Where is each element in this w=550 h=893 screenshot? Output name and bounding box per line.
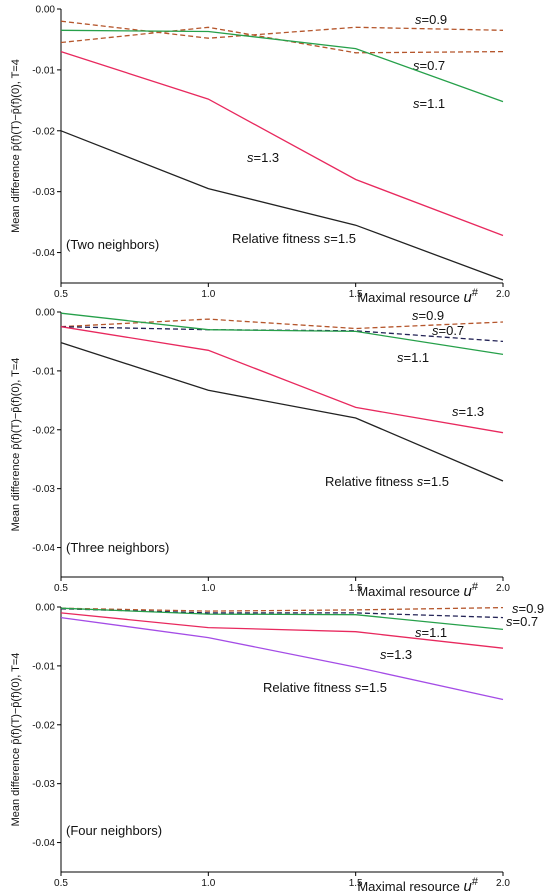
- y-tick-label: -0.03: [32, 779, 55, 790]
- x-tick-label: 1.5: [349, 583, 363, 594]
- panel-label: (Three neighbors): [66, 540, 169, 555]
- x-tick-label: 0.5: [54, 583, 68, 594]
- y-tick-label: 0.00: [36, 603, 56, 614]
- y-tick-label: -0.03: [32, 484, 55, 495]
- x-tick-label: 1.0: [201, 289, 215, 300]
- series-label-1: s=0.9: [412, 308, 444, 323]
- series-label-1: s=0.9: [512, 601, 544, 616]
- series-label-4: s=1.3: [452, 404, 484, 419]
- y-tick-label: -0.02: [32, 126, 55, 137]
- series-label-2: s=0.7: [506, 614, 538, 629]
- y-tick-label: -0.04: [32, 838, 55, 849]
- x-tick-label: 2.0: [496, 878, 510, 889]
- x-axis-label: Maximal resource u#: [357, 287, 479, 306]
- series-line-4: [60, 326, 504, 434]
- series-label-5: Relative fitness s=1.5: [232, 231, 356, 246]
- y-axis-label: Mean difference p̄(f)(T)−p̄(f)(0), T=4: [10, 59, 22, 233]
- series-line-1: [60, 318, 504, 330]
- series-line-3: [60, 312, 504, 356]
- x-tick-label: 0.5: [54, 878, 68, 889]
- x-axis-label: Maximal resource u#: [357, 581, 479, 600]
- x-tick-label: 1.5: [349, 878, 363, 889]
- series-label-2: s=0.7: [432, 323, 464, 338]
- series-label-1: s=0.9: [415, 12, 447, 27]
- y-tick-label: -0.03: [32, 187, 55, 198]
- y-tick-label: 0.00: [36, 308, 56, 319]
- series-line-3: [60, 607, 504, 631]
- series-label-3: s=1.1: [415, 625, 447, 640]
- series-line-4: [60, 612, 504, 649]
- y-axis-label: Mean difference p̄(f)(T)−p̄(f)(0), T=4: [10, 653, 22, 827]
- y-tick-label: -0.01: [32, 661, 55, 672]
- y-tick-label: 0.00: [36, 5, 56, 16]
- series-label-2: s=0.7: [413, 58, 445, 73]
- panel-1: 0.00 -0.01 -0.02 -0.03 -0.04 0.5 1.0 1.5 2.0 Maxi…: [10, 5, 510, 307]
- series-line-2: [60, 326, 504, 343]
- x-axis-label: Maximal resource u#: [357, 876, 479, 893]
- series-label-4: s=1.3: [380, 647, 412, 662]
- series-line-5: [60, 341, 504, 482]
- series-line-2: [60, 608, 504, 619]
- y-tick-label: -0.04: [32, 543, 55, 554]
- x-tick-label: 1.0: [201, 878, 215, 889]
- panel-3: 0.00 -0.01 -0.02 -0.03 -0.04 0.5 1.0 1.5 2.0 Maxi…: [10, 601, 544, 893]
- series-label-5: Relative fitness s=1.5: [263, 680, 387, 695]
- series-line-5: [60, 616, 504, 701]
- series-label-4: s=1.3: [247, 150, 279, 165]
- x-tick-label: 2.0: [496, 583, 510, 594]
- series-line-4: [60, 50, 504, 237]
- series-label-3: s=1.1: [397, 350, 429, 365]
- panel-label: (Four neighbors): [66, 823, 162, 838]
- x-tick-label: 1.0: [201, 583, 215, 594]
- y-tick-label: -0.04: [32, 248, 55, 259]
- panel-label: (Two neighbors): [66, 237, 159, 252]
- series-label-5: Relative fitness s=1.5: [325, 474, 449, 489]
- y-tick-label: -0.02: [32, 720, 55, 731]
- panel-2: 0.00 -0.01 -0.02 -0.03 -0.04 0.5 1.0 1.5 2.0 Maxi…: [10, 308, 510, 601]
- y-tick-label: -0.01: [32, 366, 55, 377]
- y-axis-label: Mean difference p̄(f)(T)−p̄(f)(0), T=4: [10, 358, 22, 532]
- y-tick-label: -0.01: [32, 65, 55, 76]
- x-tick-label: 1.5: [349, 289, 363, 300]
- y-tick-label: -0.02: [32, 425, 55, 436]
- x-tick-label: 2.0: [496, 289, 510, 300]
- series-line-1: [60, 606, 504, 612]
- series-line-5: [60, 130, 504, 281]
- series-line-2: [60, 26, 504, 54]
- series-label-3: s=1.1: [413, 96, 445, 111]
- series-line-3: [60, 29, 504, 103]
- series-line-1: [60, 20, 504, 39]
- x-tick-label: 0.5: [54, 289, 68, 300]
